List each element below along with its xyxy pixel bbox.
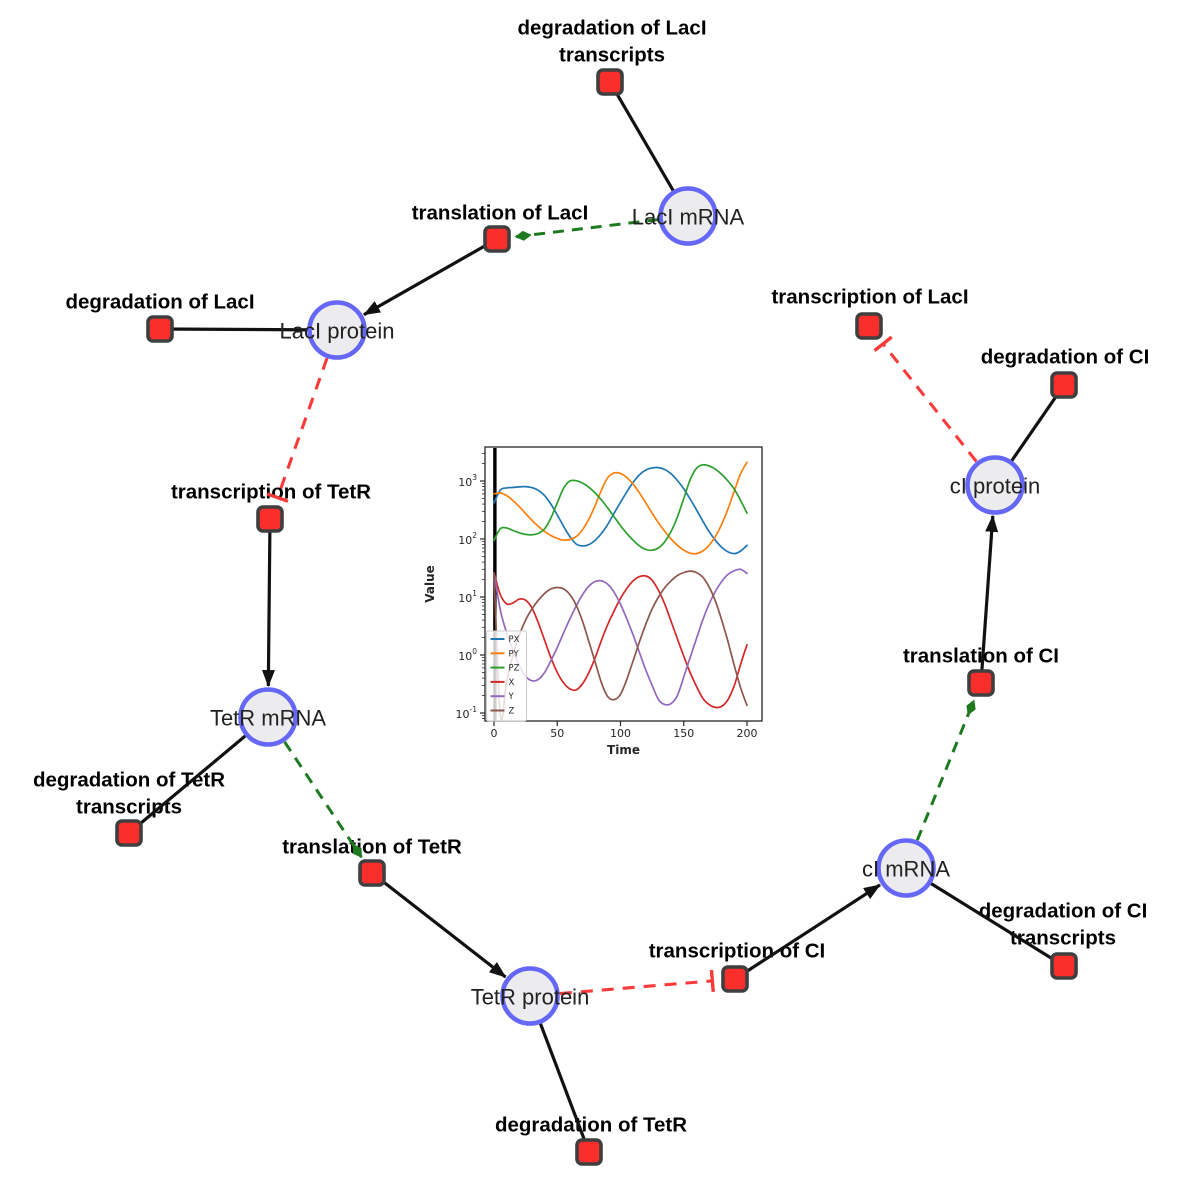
y-tick-label: 102 (458, 531, 477, 547)
species-label-ci-mrna: cI mRNA (862, 857, 950, 882)
y-axis-label: Value (423, 565, 437, 603)
legend-label-PZ: PZ (509, 664, 520, 674)
y-tick-label: 10-1 (456, 705, 478, 721)
series-line-PX (493, 466, 748, 555)
edge-consumption-tetr-mrna-to-degradation-tetr-transcripts (127, 715, 270, 835)
species-node-tetr-protein[interactable] (500, 966, 560, 1026)
species-node-ci-protein[interactable] (965, 455, 1025, 515)
edge-modifier-ci-mrna-to-translation-ci (915, 699, 976, 841)
legend-label-Y: Y (508, 692, 515, 702)
series-line-Z (493, 570, 748, 721)
legend-label-Z: Z (509, 707, 515, 717)
edge-production-transcription-tetr-to-tetr-mrna (261, 518, 275, 688)
legend-label-PY: PY (509, 649, 520, 659)
edge-production-translation-laci-to-laci-protein (363, 237, 498, 317)
x-tick-label: 100 (610, 727, 631, 740)
species-label-laci-protein: LacI protein (280, 319, 395, 344)
species-node-laci-protein[interactable] (307, 300, 367, 360)
series-line-PY (493, 461, 748, 555)
reaction-label-translation-tetr: translation of TetR (282, 836, 462, 859)
y-tick-label: 103 (458, 473, 477, 489)
reaction-label-transcription-tetr: transcription of TetR (171, 481, 371, 504)
reaction-label-degradation-ci: degradation of CI (981, 346, 1150, 369)
reaction-node-transcription-tetr[interactable] (256, 505, 284, 533)
reaction-node-degradation-tetr-transcripts[interactable] (115, 819, 143, 847)
y-tick-label: 101 (458, 589, 477, 605)
reaction-label-transcription-laci: transcription of LacI (771, 286, 968, 309)
chart-legend (486, 630, 527, 722)
reaction-node-degradation-ci[interactable] (1050, 371, 1078, 399)
edge-modifier-laci-mrna-to-translation-laci (514, 218, 659, 241)
species-label-laci-mrna: LacI mRNA (632, 205, 745, 230)
timeseries-chart: 10-1 100 101 102 103 0 50 100 150 200 Time Value PX P… (420, 432, 775, 767)
x-tick-label: 50 (550, 727, 564, 740)
y-tick-label: 100 (458, 647, 477, 663)
edge-inhibition-tetr-protein-to-transcription-ci (559, 969, 715, 996)
species-node-tetr-mrna[interactable] (238, 687, 298, 747)
x-tick-label: 200 (737, 727, 758, 740)
reaction-label-translation-laci: translation of LacI (412, 202, 589, 225)
reaction-node-degradation-ci-transcripts[interactable] (1050, 952, 1078, 980)
edge-inhibition-laci-protein-to-transcription-tetr (266, 357, 329, 503)
reaction-label-degradation-laci-transcripts: degradation of LacI transcripts (517, 17, 706, 67)
edge-consumption-ci-mrna-to-degradation-ci-transcripts (905, 866, 1065, 968)
reaction-label-degradation-ci-transcripts: degradation of CI transcripts (979, 900, 1148, 950)
reaction-label-transcription-ci: transcription of CI (649, 940, 826, 963)
edge-production-translation-ci-to-ci-protein (979, 514, 999, 684)
reaction-node-translation-ci[interactable] (967, 669, 995, 697)
edge-modifier-tetr-mrna-to-translation-tetr (283, 741, 363, 859)
x-tick-label: 150 (673, 727, 694, 740)
legend-label-X: X (509, 678, 515, 688)
reaction-node-translation-laci[interactable] (483, 225, 511, 253)
x-tick-label: 0 (491, 727, 498, 740)
edge-production-transcription-ci-to-ci-mrna (734, 883, 881, 981)
chart-frame (484, 446, 763, 722)
reaction-label-degradation-tetr: degradation of TetR (495, 1114, 687, 1137)
reaction-node-degradation-laci[interactable] (146, 315, 174, 343)
reaction-label-degradation-laci: degradation of LacI (65, 291, 254, 314)
x-axis-label: Time (607, 743, 640, 757)
edge-production-translation-tetr-to-tetr-protein (371, 871, 507, 979)
species-label-tetr-protein: TetR protein (471, 985, 590, 1010)
species-node-laci-mrna[interactable] (658, 186, 718, 246)
reaction-node-translation-tetr[interactable] (358, 859, 386, 887)
reaction-node-transcription-laci[interactable] (855, 312, 883, 340)
series-line-X (493, 572, 748, 709)
legend-label-PX: PX (509, 635, 520, 645)
species-node-ci-mrna[interactable] (876, 838, 936, 898)
edge-inhibition-ci-protein-to-transcription-laci (873, 335, 978, 463)
series-line-Y (493, 568, 748, 706)
species-label-tetr-mrna: TetR mRNA (210, 706, 326, 731)
reaction-node-transcription-ci[interactable] (721, 965, 749, 993)
reaction-node-degradation-laci-transcripts[interactable] (596, 68, 624, 96)
reaction-label-translation-ci: translation of CI (903, 645, 1059, 668)
reaction-node-degradation-tetr[interactable] (575, 1138, 603, 1166)
species-label-ci-protein: cI protein (950, 474, 1041, 499)
series-line-PZ (493, 463, 748, 552)
